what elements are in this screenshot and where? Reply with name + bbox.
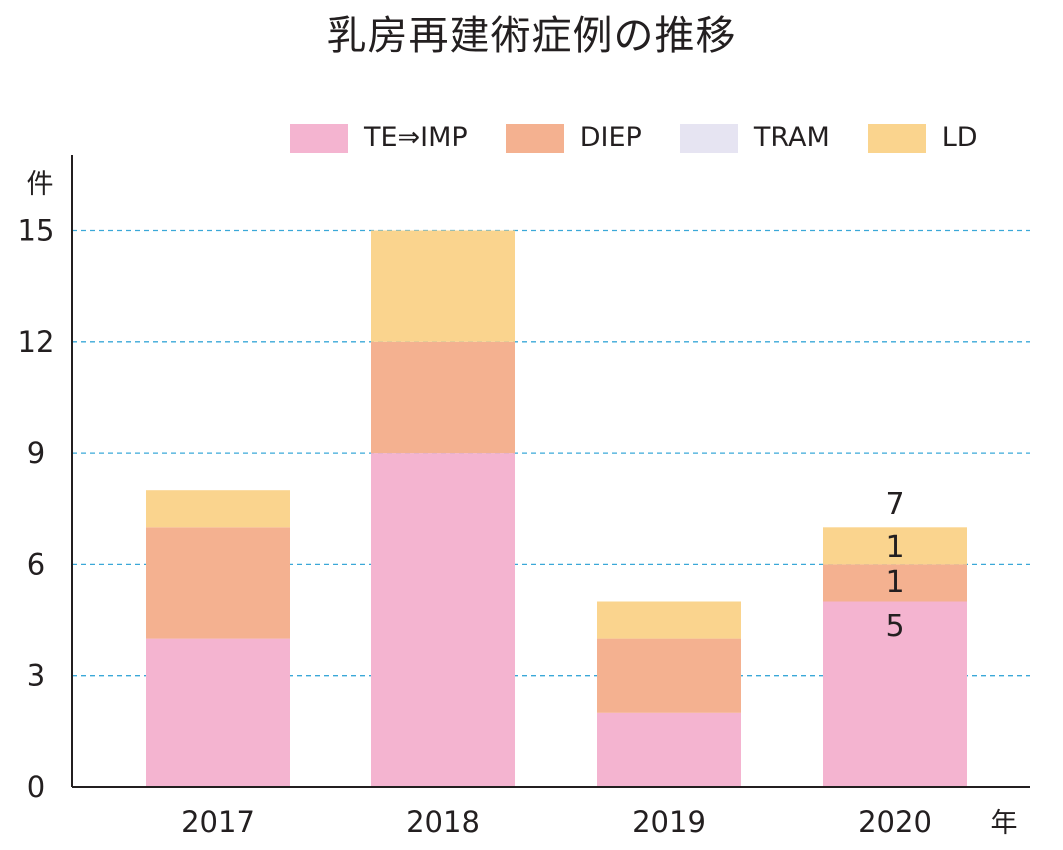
legend-item-ld: LD <box>867 121 978 155</box>
bar-2019-diep <box>597 638 741 713</box>
legend-item-tram: TRAM <box>679 121 830 155</box>
data-label-2020-3: 5 <box>885 609 904 644</box>
legend-label-te-imp: TE⇒IMP <box>364 122 468 153</box>
bar-2020-te-imp <box>823 601 967 787</box>
chart-title: 乳房再建術症例の推移 <box>326 13 737 59</box>
x-tick-label-2018: 2018 <box>406 805 480 839</box>
legend-label-tram: TRAM <box>753 122 830 153</box>
y-axis-label: 件 <box>27 169 54 200</box>
legend-item-te-imp: TE⇒IMP <box>290 121 468 155</box>
bar-2018-te-imp <box>371 453 515 787</box>
x-tick-label-2017: 2017 <box>181 805 255 839</box>
legend-swatch-diep <box>505 123 564 153</box>
bar-2019-ld <box>597 601 741 639</box>
legend-label-diep: DIEP <box>579 122 642 153</box>
legend-swatch-tram <box>679 123 738 153</box>
data-label-2020-2: 1 <box>885 565 904 600</box>
y-tick-label-15: 15 <box>18 214 55 248</box>
x-axis-label: 年 <box>991 808 1018 839</box>
legend-item-diep: DIEP <box>505 121 642 155</box>
legend-label-ld: LD <box>941 122 978 153</box>
x-tick-label-2020: 2020 <box>858 805 932 839</box>
x-tick-label-2019: 2019 <box>632 805 706 839</box>
data-label-2020-0: 7 <box>885 487 904 522</box>
y-tick-label-9: 9 <box>27 436 45 470</box>
bar-2020-ld <box>823 527 967 565</box>
legend: TE⇒IMP DIEP TRAM LD <box>290 120 1016 156</box>
legend-swatch-ld <box>867 123 926 153</box>
bar-2018-diep <box>371 341 515 454</box>
y-tick-label-3: 3 <box>27 659 45 693</box>
bar-2017-diep <box>146 527 290 639</box>
y-tick-label-12: 12 <box>18 325 55 359</box>
bar-2019-te-imp <box>597 712 741 787</box>
legend-swatch-te-imp <box>290 123 348 153</box>
bar-2020-diep <box>823 564 967 602</box>
data-label-2020-1: 1 <box>885 530 904 565</box>
bar-2018-ld <box>371 230 515 342</box>
y-tick-label-0: 0 <box>27 770 45 804</box>
y-tick-label-6: 6 <box>27 547 45 581</box>
bar-2017-ld <box>146 490 290 528</box>
bar-2017-te-imp <box>146 638 290 787</box>
